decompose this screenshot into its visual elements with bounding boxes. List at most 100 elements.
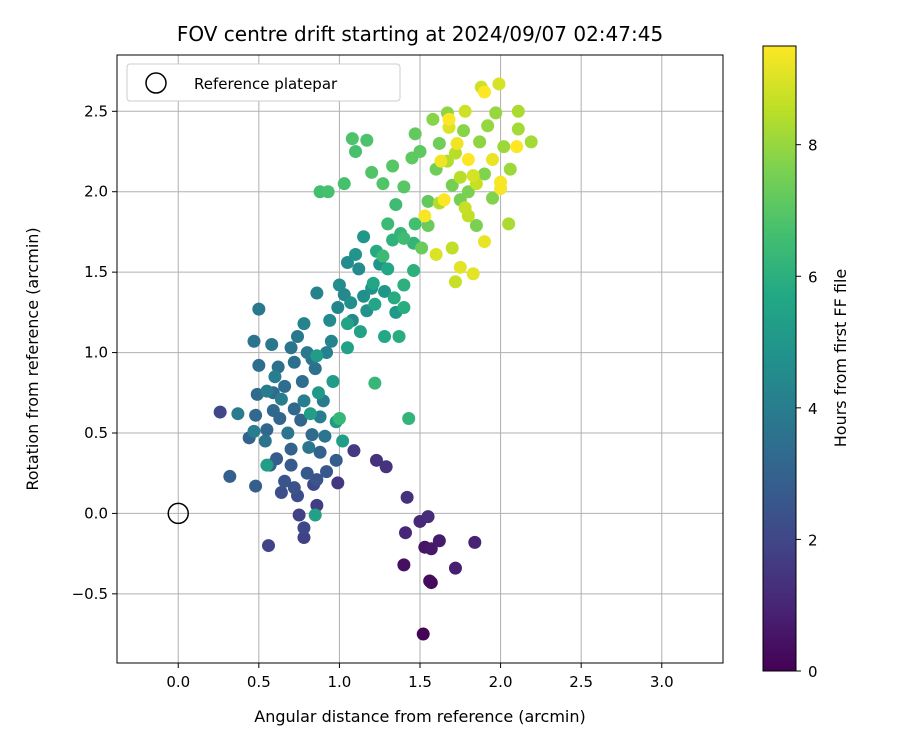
y-tick-label: 2.0 — [84, 183, 108, 201]
x-tick-label: 1.5 — [408, 673, 432, 691]
data-point — [247, 424, 261, 438]
data-point — [397, 558, 411, 572]
data-point — [352, 262, 366, 276]
data-point — [397, 278, 411, 292]
colorbar-gradient — [762, 45, 797, 672]
data-point — [349, 247, 363, 261]
data-point — [423, 574, 437, 588]
data-point — [281, 426, 295, 440]
colorbar-tick-label: 8 — [808, 137, 818, 155]
data-point — [466, 267, 480, 281]
colorbar: 0 2 4 6 8 Hours from first FF file — [762, 45, 850, 681]
data-point — [331, 301, 345, 315]
data-point — [477, 167, 491, 181]
data-point — [366, 276, 380, 290]
data-point — [379, 460, 393, 474]
data-point — [347, 444, 361, 458]
data-point — [310, 498, 324, 512]
data-point — [402, 412, 416, 426]
data-point — [310, 473, 324, 487]
data-point — [231, 407, 245, 421]
data-point — [397, 180, 411, 194]
data-point — [524, 135, 538, 149]
data-point — [448, 146, 462, 160]
data-point — [477, 85, 491, 99]
data-point — [321, 185, 335, 199]
data-point — [415, 241, 429, 255]
y-tick-label: −0.5 — [72, 585, 108, 603]
data-point — [492, 77, 506, 91]
data-point — [445, 241, 459, 255]
data-point — [278, 474, 292, 488]
data-point — [469, 218, 483, 232]
legend-marker-icon — [145, 72, 167, 94]
data-point — [295, 375, 309, 389]
data-point — [340, 341, 354, 355]
colorbar-label: Hours from first FF file — [831, 269, 850, 448]
data-point — [324, 334, 338, 348]
data-point — [432, 136, 446, 150]
data-point — [287, 481, 301, 495]
data-point — [313, 445, 327, 459]
data-point — [303, 407, 317, 421]
data-point — [494, 175, 508, 189]
data-point — [223, 469, 237, 483]
data-point — [345, 132, 359, 146]
data-point — [292, 508, 306, 522]
legend: Reference platepar — [126, 63, 401, 102]
data-point — [445, 178, 459, 192]
data-point — [510, 140, 524, 154]
data-point — [392, 329, 406, 343]
data-point — [249, 479, 263, 493]
data-point — [308, 508, 322, 522]
data-point — [398, 526, 412, 540]
data-point — [453, 260, 467, 274]
data-point — [378, 329, 392, 343]
legend-label: Reference platepar — [194, 75, 338, 93]
x-tick-label: 2.0 — [489, 673, 513, 691]
data-point — [268, 370, 282, 384]
data-point — [503, 162, 517, 176]
data-point — [416, 627, 430, 641]
x-tick-label: 3.0 — [650, 673, 674, 691]
data-point — [360, 133, 374, 147]
data-point — [365, 165, 379, 179]
data-point — [311, 386, 325, 400]
data-point — [310, 286, 324, 300]
y-tick-label: 0.0 — [84, 504, 108, 522]
data-point — [381, 262, 395, 276]
data-point — [284, 458, 298, 472]
data-point — [468, 535, 482, 549]
y-tick-label: 2.5 — [84, 102, 108, 120]
data-point — [376, 249, 390, 263]
y-tick-label: 0.5 — [84, 424, 108, 442]
data-point — [274, 392, 288, 406]
x-tick-label: 2.5 — [569, 673, 593, 691]
data-point — [453, 170, 467, 184]
chart-title: FOV centre drift starting at 2024/09/07 … — [177, 22, 663, 46]
data-point — [502, 217, 516, 231]
data-point — [421, 510, 435, 524]
data-point — [258, 434, 272, 448]
data-point — [337, 177, 351, 191]
y-axis-label: Rotation from reference (arcmin) — [23, 227, 42, 490]
data-point — [408, 217, 422, 231]
grid-lines — [117, 55, 723, 663]
data-point — [318, 429, 332, 443]
colorbar-ticks: 0 2 4 6 8 — [796, 137, 818, 681]
x-axis-label: Angular distance from reference (arcmin) — [254, 707, 585, 726]
data-point — [344, 296, 358, 310]
data-point — [448, 275, 462, 289]
data-point — [434, 154, 448, 168]
data-point — [458, 104, 472, 118]
data-point — [457, 124, 471, 138]
data-point — [397, 301, 411, 315]
data-point — [252, 302, 266, 316]
data-point — [448, 561, 462, 575]
data-point — [489, 106, 503, 120]
data-point — [481, 119, 495, 133]
x-tick-label: 0.0 — [166, 673, 190, 691]
data-point — [477, 235, 491, 249]
data-point — [421, 194, 435, 208]
data-point — [413, 145, 427, 159]
